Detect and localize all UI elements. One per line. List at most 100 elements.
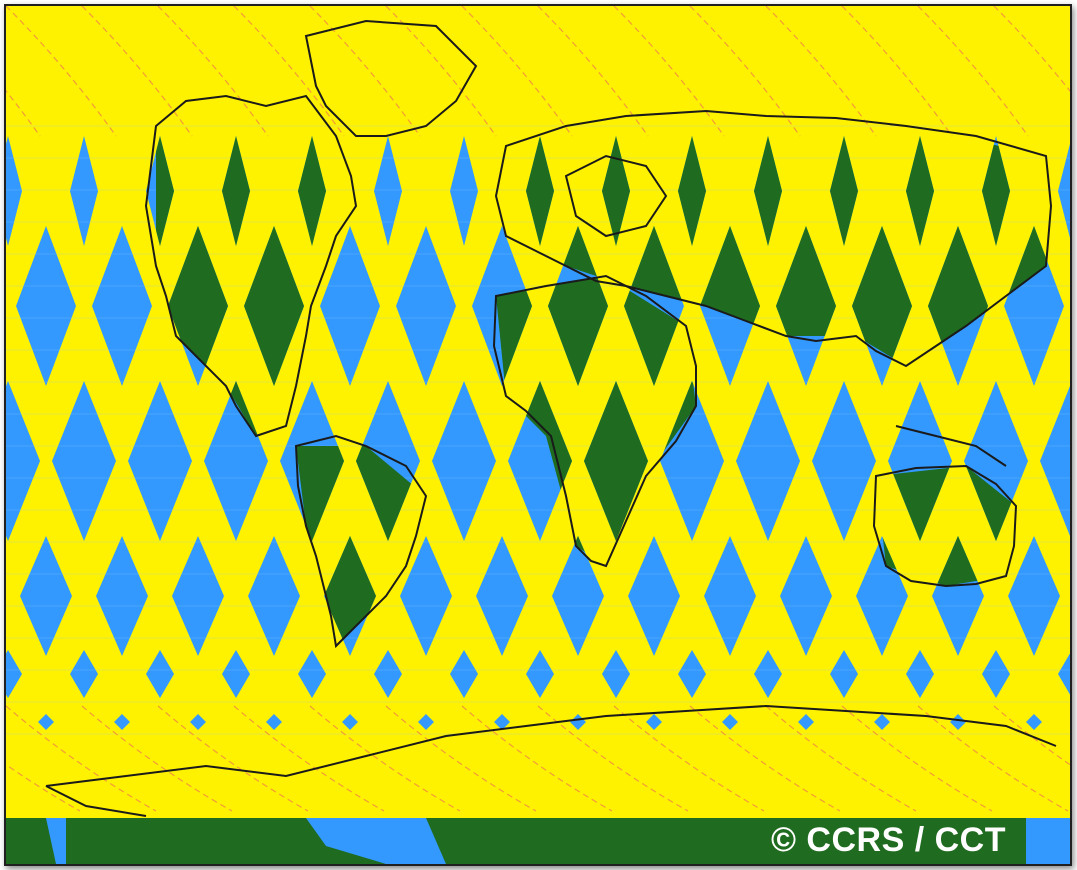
ocean-gap (222, 650, 250, 698)
ocean-gap (812, 381, 876, 541)
ocean-gap (736, 381, 800, 541)
orbit-track-south (233, 705, 385, 812)
land-gap (754, 136, 782, 246)
ocean-gap (114, 714, 130, 730)
ocean-gap (830, 650, 858, 698)
orbit-track-north (157, 6, 269, 137)
ocean-gap (450, 650, 478, 698)
ocean-gap (418, 714, 434, 730)
ocean-gap (780, 536, 832, 656)
orbit-track-north (841, 6, 953, 137)
ocean-gap (798, 714, 814, 730)
ocean-gap (1040, 386, 1070, 536)
ocean-gap (20, 536, 72, 656)
ocean-gap (476, 536, 528, 656)
ocean-gap (92, 226, 152, 386)
ocean-gap (1026, 714, 1042, 730)
orbit-track-north (385, 6, 497, 137)
ocean-gap (266, 714, 282, 730)
orbit-track-south (689, 705, 841, 812)
ocean-gap (982, 650, 1010, 698)
land-gap (602, 136, 630, 246)
land-gap (906, 136, 934, 246)
orbit-track-north (537, 6, 649, 137)
ocean-gap (552, 536, 604, 656)
land-gap (678, 136, 706, 246)
coastline-layer (45, 19, 1057, 817)
ocean-gap (628, 536, 680, 656)
ocean-gap (128, 381, 192, 541)
land-gap (584, 381, 648, 541)
ocean-gap (172, 536, 224, 656)
ocean-gap (1058, 653, 1070, 695)
ocean-gap (722, 714, 738, 730)
ocean-gap (396, 226, 456, 386)
ocean-gap (526, 650, 554, 698)
ocean-gap (1008, 536, 1060, 656)
orbit-track-layer (6, 6, 1070, 812)
ocean-gap (906, 650, 934, 698)
ocean-gap (38, 714, 54, 730)
orbit-track-north (765, 6, 877, 137)
coverage-map-frame: © CCRS / CCT (4, 4, 1072, 866)
orbit-track-south (81, 705, 233, 812)
land-gap (982, 136, 1010, 246)
orbit-track-south (157, 705, 309, 812)
ocean-gap (70, 650, 98, 698)
orbit-track-south (841, 705, 993, 812)
orbit-track-north (917, 6, 1029, 137)
ocean-gap (190, 714, 206, 730)
ocean-gap (646, 714, 662, 730)
ocean-gap (874, 714, 890, 730)
ocean-gap (754, 650, 782, 698)
orbit-track-north (81, 6, 193, 137)
swath-coverage-map (6, 6, 1070, 864)
orbit-track-south (6, 705, 157, 812)
orbit-track-south (6, 763, 81, 812)
ocean-gap (400, 536, 452, 656)
orbit-track-north (993, 6, 1070, 92)
orbit-track-south (385, 705, 537, 812)
antarctica-band (6, 818, 1070, 864)
ocean-gap (6, 650, 22, 698)
land-gap (222, 136, 250, 246)
land-gap (244, 226, 304, 386)
ocean-gap (248, 536, 300, 656)
ocean-gap (494, 714, 510, 730)
ocean-gap (146, 650, 174, 698)
orbit-track-north (6, 90, 41, 137)
ocean-gap (602, 650, 630, 698)
copyright-credit: © CCRS / CCT (770, 821, 1006, 859)
ocean-gap (6, 136, 22, 246)
ocean-gap (16, 226, 76, 386)
orbit-track-south (993, 705, 1070, 766)
land-gap (298, 136, 326, 246)
land-gap (830, 136, 858, 246)
ocean-gap (298, 650, 326, 698)
orbit-track-south (917, 705, 1069, 812)
orbit-track-north (689, 6, 801, 137)
ocean-gap (450, 136, 478, 246)
ocean-gap (374, 136, 402, 246)
orbit-track-south (765, 705, 917, 812)
ocean-gap (52, 381, 116, 541)
orbit-track-south (461, 705, 613, 812)
orbit-track-south (309, 705, 461, 812)
land-gap (526, 136, 554, 246)
orbit-track-north (461, 6, 573, 137)
ocean-gap (70, 136, 98, 246)
ocean-gap (96, 536, 148, 656)
ocean-gap (374, 650, 402, 698)
orbit-track-north (233, 6, 345, 137)
ocean-gap (342, 714, 358, 730)
ocean-gap (320, 226, 380, 386)
ocean-gap (678, 650, 706, 698)
orbit-track-south (613, 705, 765, 812)
ocean-gap (1058, 143, 1070, 239)
orbit-track-south (537, 705, 689, 812)
ocean-gap (704, 536, 756, 656)
orbit-track-north (6, 6, 117, 137)
orbit-track-north (309, 6, 421, 137)
ocean-gap (950, 714, 966, 730)
land-gap (624, 226, 684, 386)
